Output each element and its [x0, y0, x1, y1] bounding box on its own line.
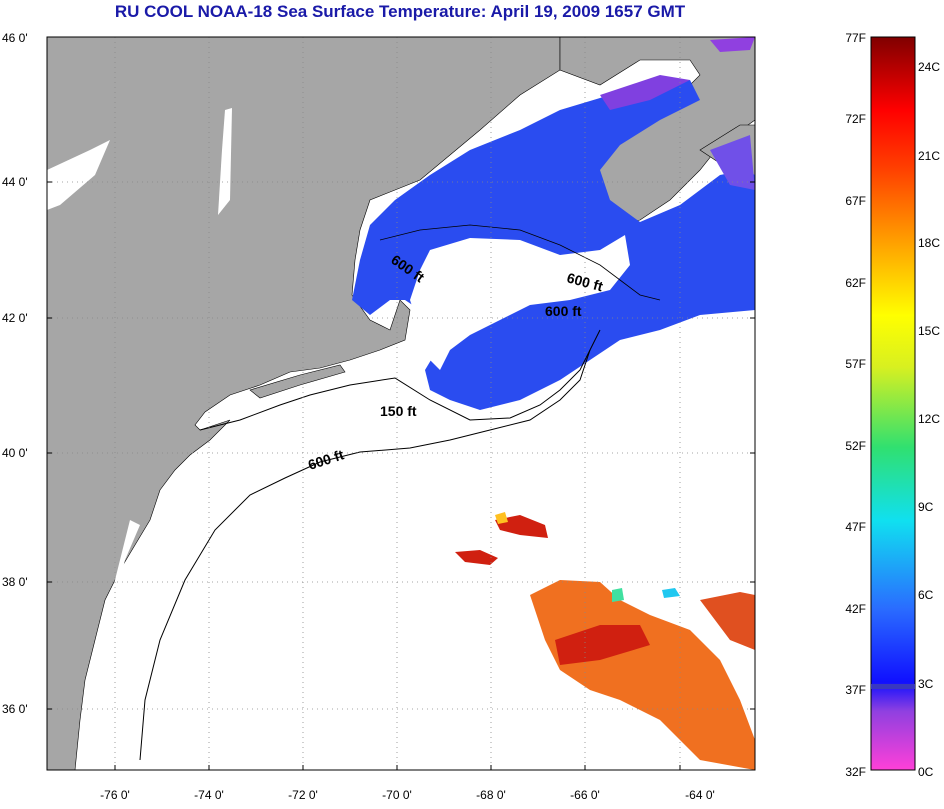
cb-f-62: 62F [845, 276, 866, 290]
cb-c-18: 18C [918, 236, 940, 250]
sst-warm-main [530, 580, 755, 770]
lon-label-70: -70 0' [382, 788, 412, 802]
lake-ontario-edge [47, 140, 110, 210]
contour-label-gom-3: 600 ft [545, 303, 582, 319]
sst-warm-eddy-yellow [495, 512, 508, 524]
lon-label-68: -68 0' [476, 788, 506, 802]
cb-f-52: 52F [845, 439, 866, 453]
graticule [47, 37, 755, 770]
cb-c-6: 6C [918, 588, 934, 602]
lon-label-64: -64 0' [685, 788, 715, 802]
sst-purple-north [710, 37, 755, 52]
cb-c-3: 3C [918, 677, 934, 691]
cb-f-42: 42F [845, 602, 866, 616]
contour-150ft-shelf [199, 349, 591, 431]
cb-c-21: 21C [918, 149, 940, 163]
lat-label-44: 44 0' [2, 175, 28, 189]
sst-warm-core [555, 625, 650, 665]
cb-c-0: 0C [918, 765, 934, 779]
map-frame [46, 36, 756, 771]
lon-label-76: -76 0' [100, 788, 130, 802]
lat-label-36: 36 0' [2, 702, 28, 716]
lat-label-46: 46 0' [2, 31, 28, 45]
sst-warm-eddy-2 [455, 550, 498, 565]
tick-marks [47, 36, 755, 770]
sst-gulf-of-maine [352, 80, 755, 410]
cb-f-32: 32F [845, 765, 866, 779]
sst-warm-eddy-1 [495, 515, 548, 538]
sst-warm-eddy-green [612, 588, 624, 602]
lon-label-66: -66 0' [570, 788, 600, 802]
land-long-island [249, 364, 346, 399]
lat-label-40: 40 0' [2, 446, 28, 460]
sst-purple-bay-of-fundy [600, 75, 690, 110]
cb-c-9: 9C [918, 500, 934, 514]
map-title: RU COOL NOAA-18 Sea Surface Temperature:… [114, 2, 686, 21]
cb-c-15: 15C [918, 324, 940, 338]
contour-600ft-shelf [139, 329, 601, 761]
chesapeake-bay [95, 520, 140, 660]
cloud-gap-gom [410, 235, 630, 370]
lake-champlain [218, 108, 232, 215]
contour-600ft-gom [379, 224, 661, 301]
lat-label-38: 38 0' [2, 575, 28, 589]
cb-f-67: 67F [845, 194, 866, 208]
colorbar [870, 36, 916, 771]
lon-label-72: -72 0' [288, 788, 318, 802]
cb-f-77: 77F [845, 31, 866, 45]
cb-f-57: 57F [845, 357, 866, 371]
contour-label-150ft: 150 ft [380, 403, 417, 419]
lat-label-42: 42 0' [2, 311, 28, 325]
cb-c-24: 24C [918, 60, 940, 74]
cb-c-12: 12C [918, 412, 940, 426]
sst-warm-eddy-cyan [662, 588, 680, 598]
cb-f-47: 47F [845, 520, 866, 534]
cb-f-72: 72F [845, 112, 866, 126]
cb-f-37: 37F [845, 683, 866, 697]
sst-warm-east [700, 592, 755, 650]
colorbar-band [871, 684, 915, 689]
sst-purple-ns [710, 135, 755, 190]
lon-label-74: -74 0' [194, 788, 224, 802]
